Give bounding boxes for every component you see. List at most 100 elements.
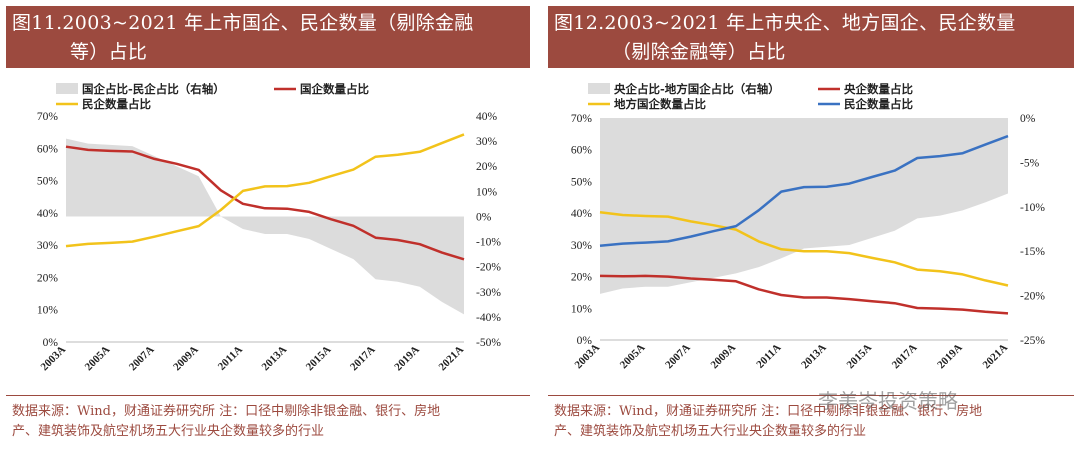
y-tick-label-right: -5% <box>1020 157 1040 169</box>
legend-item: 央企数量占比 <box>818 82 913 96</box>
line-series <box>65 133 465 248</box>
x-tick-label: 2021A <box>436 344 466 374</box>
x-tick-label: 2019A <box>392 344 422 374</box>
divider <box>548 395 1074 396</box>
source-line: 产、建筑装饰及航空机场五大行业央企数量较多的行业 <box>554 424 867 439</box>
legend-label: 地方国企数量占比 <box>614 97 706 111</box>
chart-title: 图12.2003~2021 年上市央企、地方国企、民企数量 <box>554 12 1016 34</box>
y-axis-right: -25% -20% -15% -10% -5% 0% <box>1020 113 1045 347</box>
area-series <box>66 138 464 315</box>
y-tick-label-right: -25% <box>1020 335 1045 347</box>
legend-item: 央企占比-地方国企占比（右轴） <box>588 82 780 96</box>
y-tick-label-right: -10% <box>476 237 501 249</box>
y-tick-label-left: 70% <box>37 111 59 123</box>
y-tick-label-left: 40% <box>37 208 59 220</box>
y-tick-label-left: 30% <box>571 240 593 252</box>
line-series <box>599 134 1009 248</box>
y-tick-label-left: 10% <box>37 305 59 317</box>
y-tick-label-right: 30% <box>476 136 498 148</box>
y-axis-right: -50% -40% -30% -20% -10% 0% 10% 20% 30% 40% <box>476 111 501 349</box>
x-tick-label: 2017A <box>348 344 378 374</box>
y-tick-label-left: 0% <box>43 337 59 349</box>
chart-panel-right: 图12.2003~2021 年上市央企、地方国企、民企数量 （剔除金融等）占比 … <box>548 0 1074 450</box>
chart-title-continued: （剔除金融等）占比 <box>612 41 786 63</box>
y-tick-label-right: -50% <box>476 337 501 349</box>
y-axis-left: 0% 10% 20% 30% 40% 50% 60% 70% <box>571 113 593 347</box>
y-tick-label-right: 10% <box>476 186 498 198</box>
y-axis-left: 0% 10% 20% 30% 40% 50% 60% 70% <box>37 111 59 349</box>
y-tick-label-right: 0% <box>476 211 492 223</box>
y-tick-label-left: 70% <box>571 113 593 125</box>
y-tick-label-left: 60% <box>571 145 593 157</box>
x-tick-label: 2009A <box>171 344 201 374</box>
y-tick-label-left: 60% <box>37 143 59 155</box>
legend-swatch <box>56 83 78 94</box>
y-tick-label-left: 0% <box>577 335 593 347</box>
y-tick-label-left: 50% <box>571 176 593 188</box>
x-tick-label: 2013A <box>260 344 290 374</box>
line-series <box>65 145 465 261</box>
x-tick-label: 2005A <box>83 344 113 374</box>
x-tick-label: 2007A <box>663 342 693 372</box>
source-note: 数据来源：Wind，财通证券研究所 注：口径中剔除非银金融、银行、房地 产、建筑… <box>554 402 1068 442</box>
source-note: 数据来源：Wind，财通证券研究所 注：口径中剔除非银金融、银行、房地 产、建筑… <box>12 402 526 442</box>
chart-title: 图11.2003~2021 年上市国企、民企数量（剔除金融 <box>12 12 474 34</box>
source-line: 数据来源：Wind，财通证券研究所 注：口径中剔除非银金融、银行、房地 <box>12 404 441 419</box>
y-tick-label-right: -20% <box>476 262 501 274</box>
source-line: 产、建筑装饰及航空机场五大行业央企数量较多的行业 <box>12 424 325 439</box>
y-tick-label-left: 30% <box>37 240 59 252</box>
legend-item: 国企占比-民企占比（右轴） <box>56 82 225 96</box>
x-tick-label: 2015A <box>844 342 874 372</box>
chart-title-bar: 图11.2003~2021 年上市国企、民企数量（剔除金融 等）占比 <box>6 6 530 68</box>
y-tick-label-right: 40% <box>476 111 498 123</box>
y-tick-label-right: 20% <box>476 161 498 173</box>
x-tick-label: 2011A <box>754 342 783 371</box>
y-tick-label-left: 40% <box>571 208 593 220</box>
y-tick-label-left: 20% <box>37 272 59 284</box>
x-tick-label: 2019A <box>935 342 965 372</box>
legend-label: 国企占比-民企占比（右轴） <box>82 82 225 96</box>
x-axis: 2003A 2005A 2007A 2009A 2011A 2013A 2015A 2017A… <box>572 342 1010 372</box>
legend-label: 民企数量占比 <box>844 97 913 111</box>
x-tick-label: 2015A <box>304 344 334 374</box>
x-tick-label: 2017A <box>890 342 920 372</box>
y-tick-label-left: 50% <box>37 176 59 188</box>
y-tick-label-right: -30% <box>476 287 501 299</box>
x-axis: 2003A 2005A 2007A 2009A 2011A 2013A 2015A 2017A… <box>38 344 466 374</box>
x-tick-label: 2005A <box>618 342 648 372</box>
x-tick-label: 2011A <box>216 344 245 373</box>
legend-label: 央企数量占比 <box>844 82 913 96</box>
y-tick-label-right: -10% <box>1020 202 1045 214</box>
legend-label: 民企数量占比 <box>82 97 151 111</box>
y-tick-label-right: -15% <box>1020 246 1045 258</box>
legend-item: 民企数量占比 <box>818 97 913 111</box>
x-tick-label: 2009A <box>708 342 738 372</box>
line-series <box>599 274 1009 315</box>
divider <box>6 395 530 396</box>
x-tick-label: 2013A <box>799 342 829 372</box>
chart-title-continued: 等）占比 <box>70 41 148 63</box>
line-series <box>599 210 1009 287</box>
y-tick-label-right: -20% <box>1020 291 1045 303</box>
y-tick-label-right: -40% <box>476 312 501 324</box>
legend-item: 地方国企数量占比 <box>588 97 706 111</box>
chart-panel-left: 图11.2003~2021 年上市国企、民企数量（剔除金融 等）占比 国企占比-… <box>6 0 530 450</box>
x-tick-label: 2007A <box>127 344 157 374</box>
y-tick-label-left: 20% <box>571 272 593 284</box>
y-tick-label-right: 0% <box>1020 113 1036 125</box>
area-series <box>600 118 1008 294</box>
legend-item: 国企数量占比 <box>274 82 369 96</box>
legend-label: 国企数量占比 <box>300 82 369 96</box>
legend-item: 民企数量占比 <box>56 97 151 111</box>
x-tick-label: 2021A <box>980 342 1010 372</box>
chart-title-bar: 图12.2003~2021 年上市央企、地方国企、民企数量 （剔除金融等）占比 <box>548 6 1074 68</box>
source-line: 数据来源：Wind，财通证券研究所 注：口径中剔除非银金融、银行、房地 <box>554 404 983 419</box>
y-tick-label-left: 10% <box>571 303 593 315</box>
legend-swatch <box>588 83 610 94</box>
legend-label: 央企占比-地方国企占比（右轴） <box>614 82 780 96</box>
watermark: 李美岑投资策略 <box>818 389 958 413</box>
